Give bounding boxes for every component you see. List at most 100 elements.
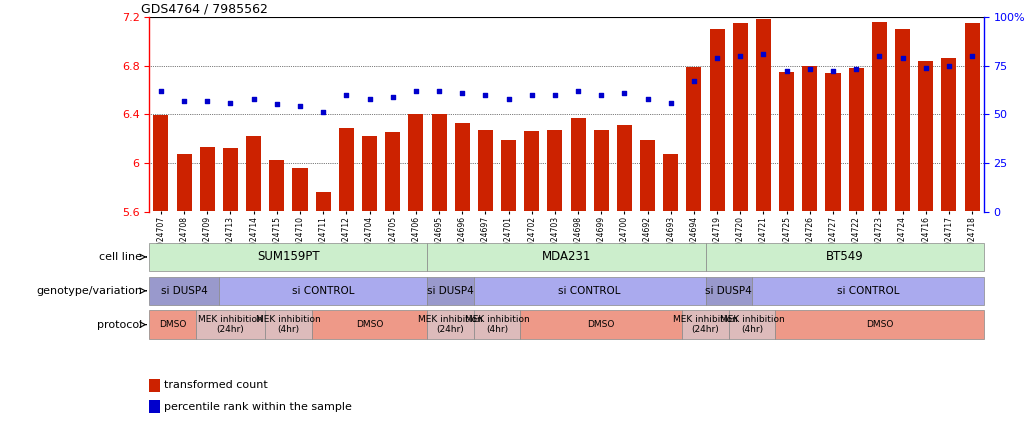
Bar bbox=[427, 277, 474, 305]
Text: BT549: BT549 bbox=[826, 250, 863, 264]
Point bbox=[152, 88, 169, 94]
Point bbox=[199, 97, 215, 104]
Point bbox=[315, 109, 332, 115]
Text: si DUSP4: si DUSP4 bbox=[427, 286, 474, 296]
Bar bbox=[315, 192, 331, 212]
Text: MEK inhibition
(24hr): MEK inhibition (24hr) bbox=[418, 315, 483, 334]
Bar bbox=[706, 243, 984, 271]
Point bbox=[918, 64, 934, 71]
Point bbox=[616, 89, 632, 96]
Point bbox=[501, 95, 517, 102]
Text: DMSO: DMSO bbox=[159, 320, 186, 329]
Point bbox=[801, 66, 818, 73]
Text: GDS4764 / 7985562: GDS4764 / 7985562 bbox=[141, 3, 268, 16]
Bar bbox=[520, 310, 682, 339]
Bar bbox=[501, 140, 516, 212]
Bar bbox=[218, 277, 427, 305]
Bar bbox=[196, 310, 265, 339]
Bar bbox=[732, 23, 748, 212]
Text: MEK inhibition
(4hr): MEK inhibition (4hr) bbox=[256, 315, 320, 334]
Point bbox=[779, 68, 795, 75]
Bar bbox=[266, 310, 312, 339]
Point bbox=[640, 95, 656, 102]
Text: DMSO: DMSO bbox=[355, 320, 383, 329]
Bar bbox=[779, 71, 794, 212]
Bar bbox=[408, 114, 423, 212]
Bar bbox=[941, 58, 957, 212]
Bar bbox=[825, 73, 840, 212]
Bar bbox=[432, 114, 447, 212]
Bar bbox=[474, 310, 520, 339]
Bar bbox=[339, 128, 354, 212]
Bar bbox=[149, 310, 196, 339]
Bar bbox=[222, 148, 238, 212]
Bar bbox=[149, 400, 161, 413]
Bar bbox=[895, 29, 911, 212]
Bar bbox=[427, 243, 706, 271]
Bar bbox=[454, 123, 470, 212]
Bar bbox=[474, 277, 706, 305]
Point bbox=[384, 93, 401, 100]
Bar bbox=[385, 132, 401, 212]
Point bbox=[245, 95, 262, 102]
Point bbox=[269, 101, 285, 108]
Bar bbox=[293, 168, 308, 212]
Bar bbox=[728, 310, 775, 339]
Bar bbox=[686, 67, 701, 212]
Bar bbox=[918, 61, 933, 212]
Text: MEK inhibition
(4hr): MEK inhibition (4hr) bbox=[720, 315, 784, 334]
Point bbox=[338, 91, 354, 98]
Bar bbox=[593, 130, 609, 212]
Text: DMSO: DMSO bbox=[587, 320, 615, 329]
Bar bbox=[571, 118, 586, 212]
Bar bbox=[269, 160, 284, 212]
Point bbox=[570, 88, 586, 94]
Bar bbox=[149, 379, 161, 392]
Bar bbox=[682, 310, 728, 339]
Text: MEK inhibition
(24hr): MEK inhibition (24hr) bbox=[674, 315, 737, 334]
Point bbox=[662, 99, 679, 106]
Bar bbox=[640, 140, 655, 212]
Bar bbox=[311, 310, 427, 339]
Text: MEK inhibition
(24hr): MEK inhibition (24hr) bbox=[198, 315, 263, 334]
Point bbox=[431, 88, 447, 94]
Point bbox=[825, 68, 842, 75]
Point bbox=[222, 99, 239, 106]
Bar bbox=[149, 277, 218, 305]
Bar bbox=[246, 136, 262, 212]
Text: percentile rank within the sample: percentile rank within the sample bbox=[165, 402, 352, 412]
Point bbox=[871, 52, 888, 59]
Bar bbox=[176, 154, 192, 212]
Text: cell line: cell line bbox=[100, 252, 142, 262]
Bar bbox=[752, 277, 984, 305]
Bar bbox=[663, 154, 679, 212]
Point bbox=[477, 91, 493, 98]
Bar bbox=[756, 19, 771, 212]
Point bbox=[686, 78, 702, 85]
Text: MEK inhibition
(4hr): MEK inhibition (4hr) bbox=[465, 315, 529, 334]
Text: DMSO: DMSO bbox=[865, 320, 893, 329]
Point bbox=[940, 62, 957, 69]
Bar bbox=[775, 310, 984, 339]
Point bbox=[523, 91, 540, 98]
Text: si DUSP4: si DUSP4 bbox=[161, 286, 207, 296]
Bar bbox=[200, 147, 215, 212]
Bar bbox=[964, 23, 980, 212]
Point bbox=[732, 52, 749, 59]
Bar bbox=[478, 130, 493, 212]
Text: MDA231: MDA231 bbox=[542, 250, 591, 264]
Point bbox=[964, 52, 981, 59]
Point bbox=[176, 97, 193, 104]
Bar bbox=[871, 22, 887, 212]
Bar bbox=[427, 310, 474, 339]
Text: protocol: protocol bbox=[97, 320, 142, 330]
Point bbox=[547, 91, 563, 98]
Text: transformed count: transformed count bbox=[165, 380, 268, 390]
Text: si DUSP4: si DUSP4 bbox=[706, 286, 752, 296]
Bar bbox=[362, 136, 377, 212]
Text: SUM159PT: SUM159PT bbox=[258, 250, 319, 264]
Bar bbox=[710, 29, 725, 212]
Bar bbox=[617, 125, 632, 212]
Bar bbox=[802, 66, 818, 212]
Bar bbox=[153, 115, 169, 212]
